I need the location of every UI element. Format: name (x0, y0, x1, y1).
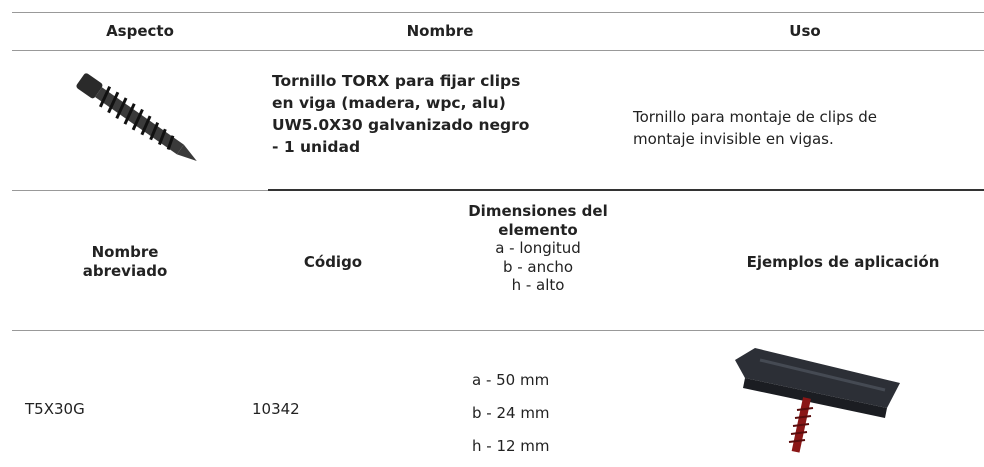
text-line: Tornillo para montaje de clips de (633, 108, 877, 126)
text-line: - 1 unidad (272, 138, 361, 156)
text-line: elemento (498, 220, 578, 239)
cell: 10342 (252, 400, 300, 418)
cell: T5X30G (25, 400, 85, 418)
text-line: Tornillo TORX para fijar clips (272, 72, 521, 90)
product-name: Tornillo TORX para fijar clips en viga (… (272, 70, 529, 158)
screw-image (76, 73, 197, 161)
header: Nombre abreviado (25, 243, 225, 281)
header: Ejemplos de aplicación (746, 253, 940, 271)
header: Nombre (406, 22, 474, 40)
text-line: en viga (madera, wpc, alu) (272, 94, 506, 112)
text-line: b - ancho (502, 257, 574, 276)
rule (12, 330, 984, 331)
clip-image (735, 348, 900, 453)
text-line: a - longitud (495, 239, 581, 257)
rule (12, 190, 268, 191)
header: Uso (789, 22, 821, 40)
text-line: Nombre (91, 243, 159, 261)
rule (268, 189, 984, 191)
rule (12, 50, 984, 51)
cell: a - 50 mm b - 24 mm h - 12 mm (472, 364, 550, 463)
rule (12, 12, 984, 13)
text-line: a - 50 mm (472, 371, 550, 389)
header: Código (303, 253, 363, 271)
text-line: montaje invisible en vigas. (633, 130, 834, 148)
text-line: h - 12 mm (472, 437, 550, 455)
text-line: abreviado (82, 262, 168, 280)
text-line: UW5.0X30 galvanizado negro (272, 116, 530, 134)
header: Aspecto (106, 22, 174, 40)
text-line: Dimensiones del (468, 202, 608, 220)
text-line: h - alto (511, 276, 565, 294)
product-use: Tornillo para montaje de clips de montaj… (633, 106, 877, 150)
header: Dimensiones del elemento a - longitud b … (428, 202, 648, 295)
text-line: b - 24 mm (472, 404, 550, 422)
